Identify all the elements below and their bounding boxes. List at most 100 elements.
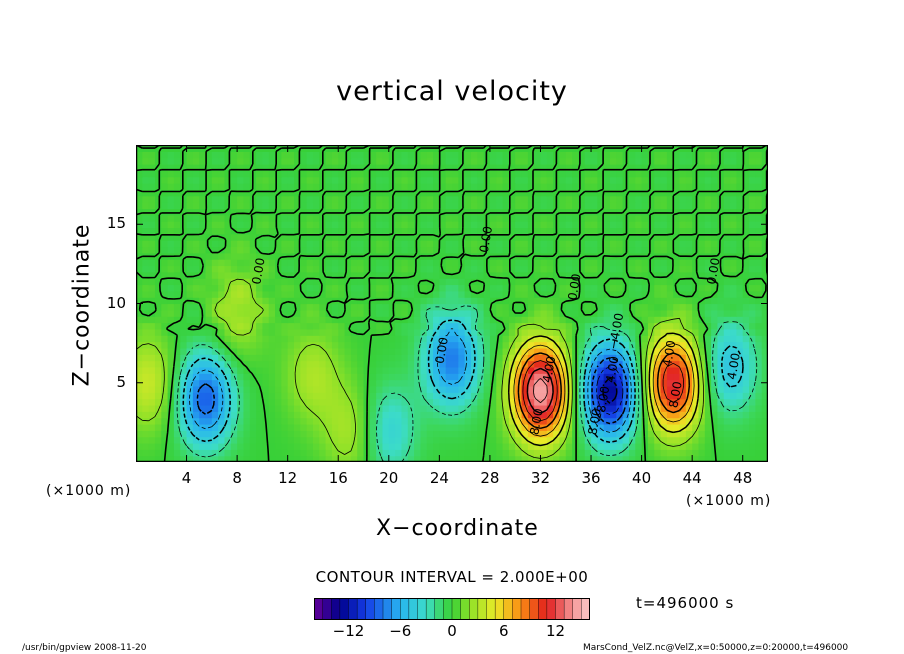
heatmap-cell — [452, 341, 459, 349]
heatmap-cell — [420, 164, 428, 171]
heatmap-cell — [502, 455, 510, 462]
heatmap-cell — [407, 195, 415, 203]
heatmap-cell — [534, 385, 542, 393]
heatmap-cell — [761, 347, 768, 355]
heatmap-cell — [407, 265, 415, 273]
heatmap-cell — [136, 284, 143, 292]
heatmap-cell — [515, 297, 523, 305]
heatmap-cell — [660, 240, 668, 248]
heatmap-cell — [350, 430, 358, 438]
heatmap-cell — [755, 360, 763, 368]
heatmap-cell — [262, 316, 270, 324]
heatmap-cell — [426, 259, 434, 267]
heatmap-cell — [161, 379, 169, 387]
heatmap-cell — [553, 449, 561, 457]
heatmap-cell — [199, 379, 207, 387]
heatmap-cell — [363, 335, 371, 343]
heatmap-cell — [331, 417, 339, 425]
heatmap-cell — [464, 423, 472, 431]
heatmap-cell — [730, 449, 737, 457]
heatmap-cell — [540, 360, 548, 368]
heatmap-cell — [287, 195, 295, 203]
heatmap-cell — [610, 271, 617, 279]
heatmap-cell — [281, 271, 289, 279]
heatmap-cell — [433, 430, 440, 438]
heatmap-cell — [603, 214, 611, 222]
heatmap-cell — [439, 170, 447, 178]
heatmap-cell — [154, 176, 162, 184]
heatmap-cell — [692, 271, 700, 279]
heatmap-cell — [736, 233, 744, 241]
heatmap-cell — [578, 195, 586, 203]
heatmap-cell — [698, 379, 706, 387]
heatmap-cell — [256, 246, 263, 254]
heatmap-cell — [218, 290, 226, 298]
heatmap-cell — [306, 455, 314, 462]
heatmap-cell — [407, 411, 415, 419]
heatmap-cell — [628, 176, 636, 184]
heatmap-cell — [521, 392, 529, 400]
heatmap-cell — [591, 157, 598, 165]
heatmap-cell — [565, 322, 573, 330]
heatmap-cell — [161, 176, 169, 184]
heatmap-cell — [647, 208, 655, 216]
heatmap-cell — [312, 265, 320, 273]
heatmap-cell — [635, 208, 643, 216]
heatmap-cell — [458, 157, 466, 165]
heatmap-cell — [584, 189, 592, 197]
heatmap-cell — [483, 233, 491, 241]
heatmap-cell — [717, 195, 725, 203]
heatmap-cell — [470, 290, 478, 298]
heatmap-cell — [553, 385, 561, 393]
heatmap-cell — [755, 189, 763, 197]
heatmap-cell — [262, 189, 270, 197]
heatmap-cell — [622, 145, 630, 152]
heatmap-cell — [439, 252, 447, 260]
heatmap-cell — [237, 278, 245, 286]
heatmap-cell — [325, 404, 333, 412]
heatmap-cell — [350, 379, 358, 387]
heatmap-cell — [224, 259, 232, 267]
heatmap-cell — [692, 316, 700, 324]
heatmap-cell — [445, 265, 453, 273]
heatmap-cell — [496, 271, 504, 279]
heatmap-cell — [616, 303, 624, 311]
heatmap-cell — [711, 164, 719, 171]
heatmap-cell — [445, 170, 453, 178]
heatmap-cell — [275, 354, 282, 362]
heatmap-cell — [186, 208, 194, 216]
heatmap-cell — [192, 259, 200, 267]
heatmap-cell — [275, 208, 282, 216]
heatmap-cell — [692, 354, 700, 362]
heatmap-cell — [742, 195, 750, 203]
heatmap-cell — [546, 455, 554, 462]
heatmap-cell — [420, 227, 428, 235]
heatmap-cell — [470, 189, 478, 197]
heatmap-cell — [489, 214, 497, 222]
heatmap-cell — [546, 290, 554, 298]
heatmap-cell — [496, 227, 504, 235]
heatmap-cell — [161, 189, 169, 197]
heatmap-cell — [369, 278, 377, 286]
heatmap-cell — [692, 176, 700, 184]
heatmap-cell — [180, 145, 188, 152]
heatmap-cell — [426, 208, 434, 216]
heatmap-cell — [344, 411, 352, 419]
heatmap-cell — [433, 151, 440, 159]
heatmap-cell — [218, 316, 226, 324]
heatmap-cell — [350, 392, 358, 400]
heatmap-cell — [546, 379, 554, 387]
heatmap-cell — [420, 246, 428, 254]
heatmap-cell — [578, 449, 586, 457]
heatmap-cell — [173, 208, 181, 216]
heatmap-cell — [761, 303, 768, 311]
heatmap-cell — [338, 164, 346, 171]
heatmap-cell — [502, 157, 510, 165]
heatmap-cell — [426, 366, 434, 374]
heatmap-cell — [287, 449, 295, 457]
heatmap-cell — [180, 360, 188, 368]
heatmap-cell — [294, 449, 301, 457]
heatmap-cell — [584, 455, 592, 462]
heatmap-cell — [414, 195, 421, 203]
heatmap-cell — [407, 170, 415, 178]
